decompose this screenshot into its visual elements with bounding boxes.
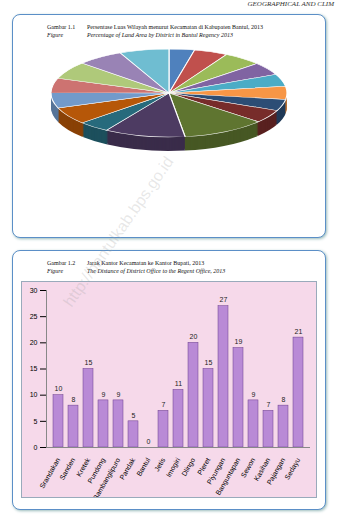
svg-text:Banguntapan: Banguntapan [214,457,242,497]
svg-text:20: 20 [190,333,198,340]
html-text:The Distance of District Offic: The Distance of District Office to the R… [87,268,226,274]
svg-text:Jetis: Jetis [153,456,167,472]
svg-text:Srandakan: Srandakan [38,457,61,490]
svg-text:5: 5 [34,418,38,425]
html-text:Jarak Kantor Kecamatan ke Kant: Jarak Kantor Kecamatan ke Kantor Bupati,… [87,260,205,266]
svg-text:10: 10 [30,391,38,398]
html-text:Percentage of Land Area by Dis: Percentage of Land Area by District in B… [87,32,233,38]
html-text:Figure: Figure [47,268,64,274]
svg-text:27: 27 [220,296,228,303]
svg-text:0: 0 [34,444,38,451]
svg-text:Imogiri: Imogiri [165,456,183,479]
svg-text:25: 25 [30,313,38,320]
html-text:Gambar 1.2: Gambar 1.2 [47,260,76,266]
svg-text:9: 9 [117,391,121,398]
svg-text:15: 15 [205,359,213,366]
html-text:GEOGRAPHICAL AND CLIM: GEOGRAPHICAL AND CLIM [247,0,334,8]
svg-text:Kasihan: Kasihan [252,456,272,482]
html-text:http://bantulkab.bps.go.id: http://bantulkab.bps.go.id [60,153,177,310]
svg-text:7: 7 [162,401,166,408]
svg-text:8: 8 [72,396,76,403]
svg-text:30: 30 [30,287,38,294]
svg-text:Sewon: Sewon [239,456,257,479]
html-text:Figure: Figure [47,32,64,38]
svg-text:Kretek: Kretek [75,456,92,478]
svg-text:Pundong: Pundong [86,456,107,485]
svg-text:20: 20 [30,339,38,346]
svg-text:Bantul: Bantul [135,456,151,477]
svg-text:0: 0 [147,438,151,445]
svg-text:11: 11 [175,380,182,387]
html-text:Persentase Luas Wilayah menuru: Persentase Luas Wilayah menurut Kecamata… [87,24,264,30]
svg-text:5: 5 [132,412,136,419]
svg-text:9: 9 [252,391,256,398]
svg-text:Pleret: Pleret [196,457,211,476]
svg-text:Piyungan: Piyungan [205,456,227,486]
html-text:Gambar 1.1: Gambar 1.1 [47,24,76,30]
svg-text:15: 15 [85,359,93,366]
svg-text:7: 7 [267,401,271,408]
svg-text:15: 15 [30,365,38,372]
svg-text:Pajangan: Pajangan [265,457,287,487]
svg-text:10: 10 [55,385,63,392]
svg-text:9: 9 [102,391,106,398]
svg-text:Dlingo: Dlingo [180,457,197,478]
svg-text:Sanden: Sanden [58,457,76,481]
svg-text:Pandak: Pandak [118,456,136,480]
svg-text:8: 8 [282,396,286,403]
svg-text:21: 21 [295,328,303,335]
svg-text:19: 19 [235,338,243,345]
svg-text:Sedayu: Sedayu [283,457,302,482]
